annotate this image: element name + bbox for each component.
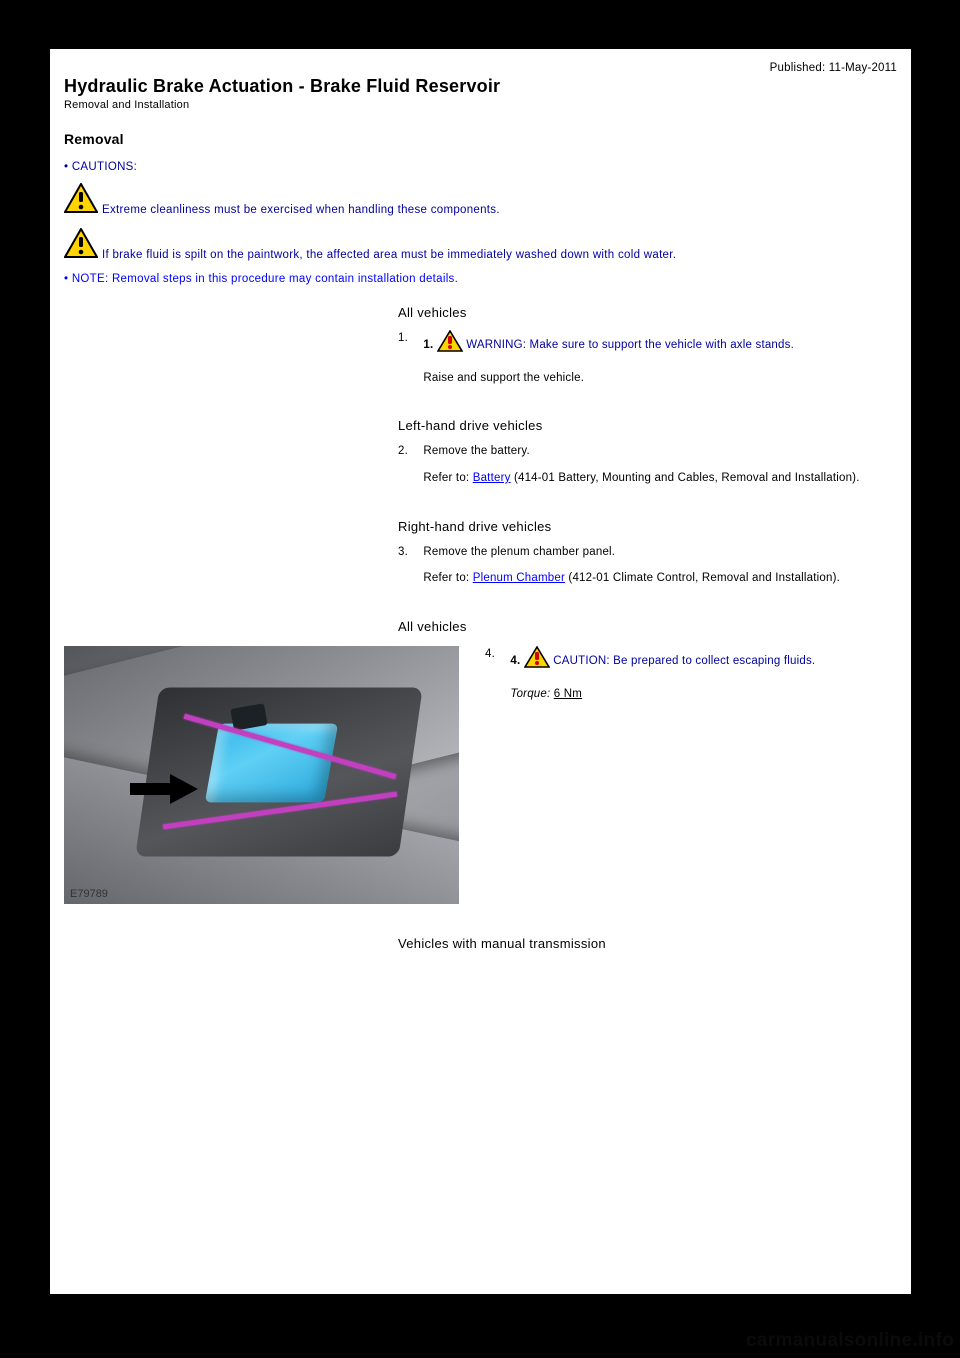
warning-text: WARNING: Make sure to support the vehicl… — [466, 339, 794, 351]
plenum-chamber-link[interactable]: Plenum Chamber — [473, 572, 565, 584]
step-body: Remove the plenum chamber panel. Refer t… — [423, 544, 891, 587]
step-number: 3. — [398, 544, 420, 561]
torque-label: Torque: — [510, 688, 553, 700]
step-number: 4. — [485, 646, 507, 663]
caution-row-2: If brake fluid is spilt on the paintwork… — [64, 228, 897, 263]
refer-suffix: (414-01 Battery, Mounting and Cables, Re… — [511, 472, 860, 484]
note-text: • NOTE: Removal steps in this procedure … — [64, 273, 897, 285]
warning-triangle-red-icon — [437, 330, 463, 358]
step-bold-num: 1. — [423, 339, 433, 351]
step-body: 4. CAUTION: Be prepared to collect escap… — [510, 646, 880, 702]
battery-link[interactable]: Battery — [473, 472, 511, 484]
section-manual-transmission: Vehicles with manual transmission — [398, 936, 896, 951]
step-4-row: E79789 4. 4. CAUTION: Be prepared to col… — [64, 646, 897, 904]
step-3: 3. Remove the plenum chamber panel. Refe… — [398, 544, 896, 587]
diagram-e79789: E79789 — [64, 646, 459, 904]
diagram-reservoir — [205, 724, 338, 803]
step-2: 2. Remove the battery. Refer to: Battery… — [398, 443, 896, 486]
refer-to: Refer to: Plenum Chamber (412-01 Climate… — [423, 570, 891, 587]
caution-text-2: If brake fluid is spilt on the paintwork… — [98, 249, 676, 263]
torque-spec: Torque: 6 Nm — [510, 686, 880, 703]
step-instruction: Raise and support the vehicle. — [423, 370, 891, 387]
watermark: carmanualsonline.info — [746, 1330, 954, 1352]
step-number: 1. — [398, 330, 420, 347]
step-bold-num: 4. — [510, 655, 520, 667]
section-all-vehicles-2: All vehicles — [398, 619, 896, 634]
steps-column: Vehicles with manual transmission — [398, 936, 896, 951]
published-date: Published: 11-May-2011 — [64, 62, 897, 74]
step-number: 2. — [398, 443, 420, 460]
step-body: Remove the battery. Refer to: Battery (4… — [423, 443, 891, 486]
page-subtitle: Removal and Installation — [64, 99, 897, 111]
warning-triangle-icon — [64, 183, 98, 218]
section-lhd: Left-hand drive vehicles — [398, 418, 896, 433]
warning-triangle-icon — [64, 228, 98, 263]
torque-value: 6 Nm — [554, 688, 582, 700]
caution-row-1: Extreme cleanliness must be exercised wh… — [64, 183, 897, 218]
caution-text-1: Extreme cleanliness must be exercised wh… — [98, 204, 500, 218]
section-all-vehicles-1: All vehicles — [398, 305, 896, 320]
step-instruction: Remove the battery. — [423, 445, 530, 457]
cautions-label: • CAUTIONS: — [64, 161, 897, 173]
refer-prefix: Refer to: — [423, 572, 472, 584]
page-title: Hydraulic Brake Actuation - Brake Fluid … — [64, 76, 897, 97]
removal-heading: Removal — [64, 131, 897, 147]
section-rhd: Right-hand drive vehicles — [398, 519, 896, 534]
step-4: 4. 4. CAUTION: Be prepared to collect es… — [485, 646, 885, 702]
step-body: 1. WARNING: Make sure to support the veh… — [423, 330, 891, 386]
step-1: 1. 1. WARNING: Make sure to support the … — [398, 330, 896, 386]
refer-suffix: (412-01 Climate Control, Removal and Ins… — [565, 572, 840, 584]
step-instruction: Remove the plenum chamber panel. — [423, 546, 615, 558]
manual-page: Published: 11-May-2011 Hydraulic Brake A… — [50, 49, 911, 1294]
refer-prefix: Refer to: — [423, 472, 472, 484]
warning-triangle-red-icon — [524, 646, 550, 674]
diagram-arrow-icon — [130, 774, 198, 804]
refer-to: Refer to: Battery (414-01 Battery, Mount… — [423, 470, 891, 487]
steps-column: All vehicles 1. 1. WARNING: Make sure to… — [398, 305, 896, 634]
diagram-label: E79789 — [70, 888, 108, 900]
caution-text: CAUTION: Be prepared to collect escaping… — [553, 655, 815, 667]
